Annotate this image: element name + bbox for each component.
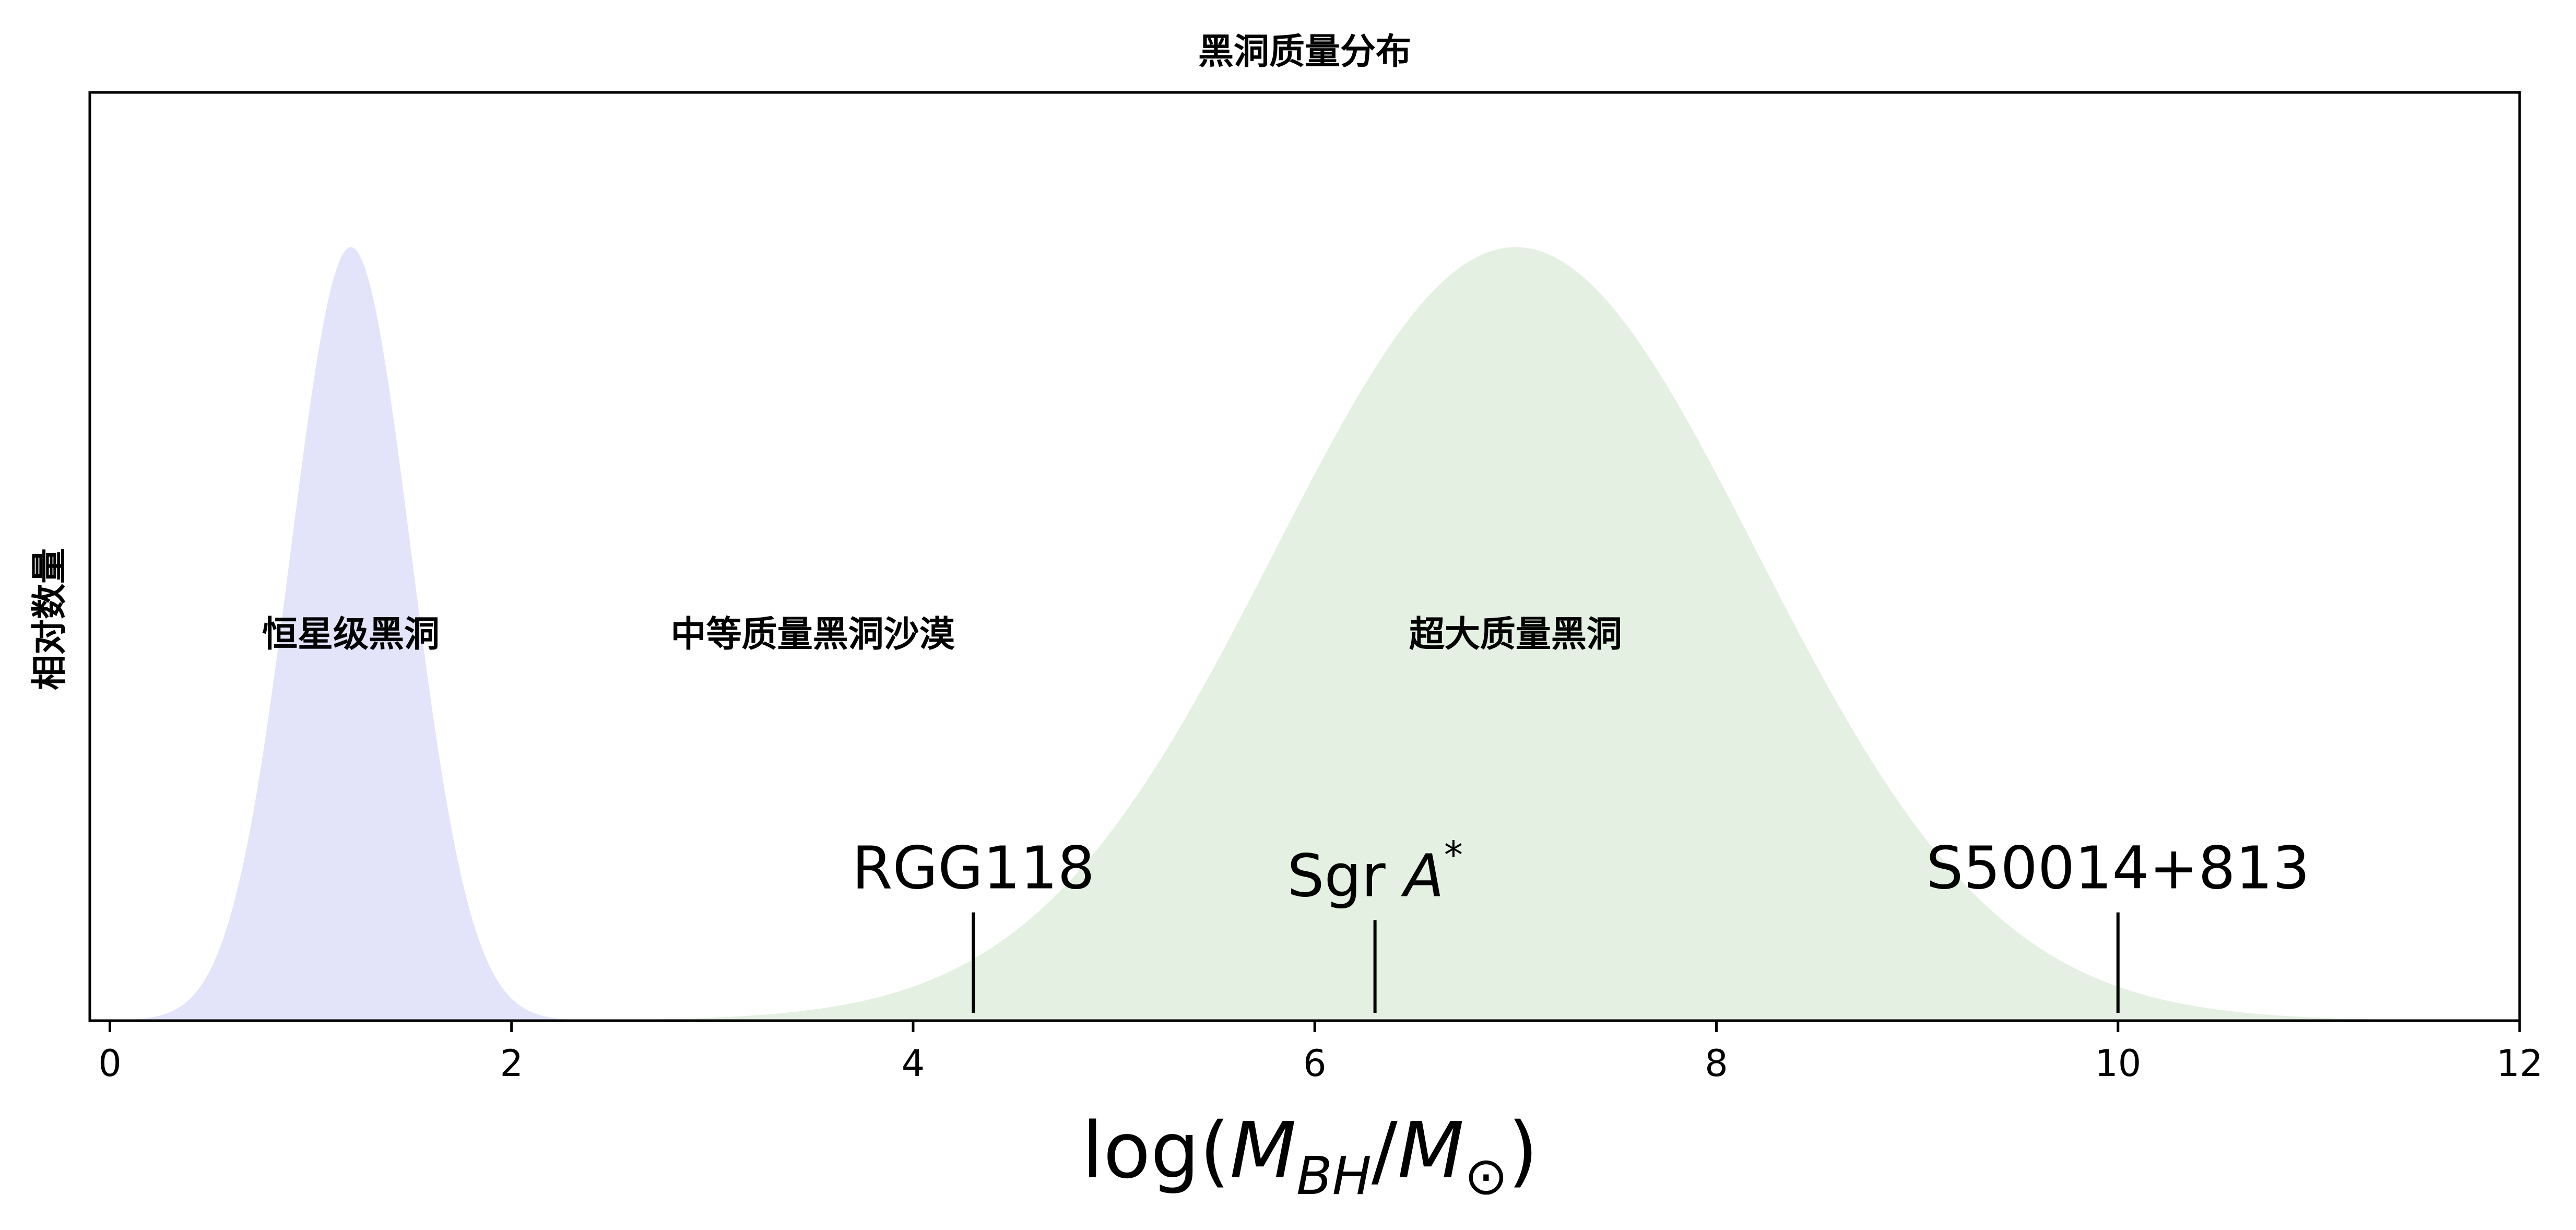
x-tick-label-3: 6 xyxy=(1303,1042,1327,1085)
x-axis-label: log(MBH/M⊙) xyxy=(1082,1106,1538,1207)
x-axis-label-slash: / xyxy=(1372,1106,1398,1196)
region-label-0: 恒星级黑洞 xyxy=(262,613,440,655)
y-axis-label: 相对数量 xyxy=(29,548,70,690)
x-axis-ticks: 0 2 4 6 8 10 12 xyxy=(98,1021,2543,1085)
x-tick-label-1: 2 xyxy=(500,1042,523,1085)
x-axis-label-m2: M xyxy=(1398,1106,1464,1196)
x-tick-label-6: 12 xyxy=(2496,1042,2543,1085)
distribution-area-0 xyxy=(90,247,622,1021)
marker-label-1: Sgr A* xyxy=(1287,833,1462,910)
object-markers: RGG118 Sgr A* S50014+813 xyxy=(852,833,2310,1013)
distribution-areas xyxy=(90,247,2520,1021)
x-axis-label-sub2: ⊙ xyxy=(1464,1145,1508,1207)
x-tick-label-5: 10 xyxy=(2095,1042,2141,1085)
x-tick-label-4: 8 xyxy=(1705,1042,1728,1085)
chart-title: 黑洞质量分布 xyxy=(1198,31,1411,73)
x-tick-label-2: 4 xyxy=(902,1042,925,1085)
region-label-2: 超大质量黑洞 xyxy=(1409,613,1622,655)
x-axis-label-m1: M xyxy=(1230,1106,1296,1196)
region-label-1: 中等质量黑洞沙漠 xyxy=(671,613,955,655)
plot-frame xyxy=(88,91,2521,1022)
x-axis-label-suffix: ) xyxy=(1508,1106,1538,1196)
marker-label-0: RGG118 xyxy=(852,835,1095,903)
marker-label-2: S50014+813 xyxy=(1926,835,2310,903)
x-axis-label-prefix: log( xyxy=(1082,1106,1230,1196)
distribution-area-1 xyxy=(431,247,2520,1021)
region-labels: 恒星级黑洞 中等质量黑洞沙漠 超大质量黑洞 xyxy=(262,613,1622,655)
x-tick-label-0: 0 xyxy=(98,1042,122,1085)
x-axis-label-sub1: BH xyxy=(1296,1145,1372,1207)
